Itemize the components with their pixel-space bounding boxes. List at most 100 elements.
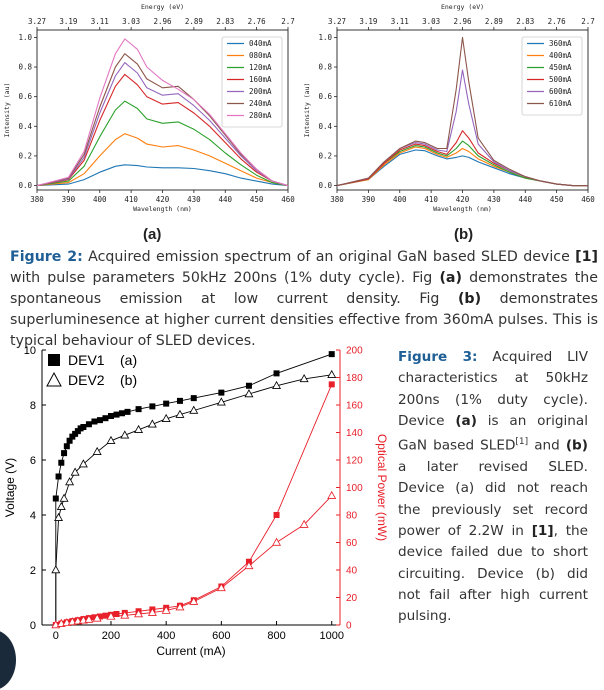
y2-tick-label: 0 [346, 621, 352, 632]
y-tick-label: 4 [30, 510, 36, 522]
x-axis-label: Current (mA) [156, 644, 225, 658]
x-tick-label: 450 [550, 195, 564, 204]
series-line-360mA [336, 149, 588, 187]
energy-axis-label: Energy (eV) [141, 3, 184, 11]
x-tick-label: 0 [53, 630, 59, 642]
marker-square [124, 408, 131, 415]
legend-marker-triangle [46, 371, 62, 387]
device-ref-a: (a) [455, 412, 477, 429]
legend-entry: 120mA [249, 63, 272, 72]
marker-triangle [65, 477, 75, 486]
series-line-080mA [36, 133, 289, 187]
energy-axis-label: Energy (eV) [441, 3, 484, 11]
top-tick-label: 3.11 [91, 17, 109, 26]
panel-label-b: (b) [454, 226, 474, 243]
device-ref-b: (b) [565, 437, 588, 454]
legend-entry: 040mA [249, 39, 272, 48]
spectrum-figure-b: Energy (eV) 3.27 3.19 3.11 3.03 2.96 2.89 2.83 2… [300, 0, 604, 215]
x-tick-label: 430 [187, 195, 201, 204]
legend-entry: 360mA [549, 39, 572, 48]
legend-entry: 080mA [249, 51, 272, 60]
marker-triangle [120, 610, 130, 619]
legend-tag: (b) [120, 372, 137, 388]
caption-text: demonstrates the spontaneous emission at… [10, 270, 598, 307]
x-tick-label: 430 [487, 195, 501, 204]
citation: [1] [575, 249, 599, 265]
series-line-400mA [336, 146, 588, 187]
marker-square [176, 397, 183, 404]
marker-square [66, 437, 73, 444]
x-tick-label: 410 [124, 195, 138, 204]
legend-entry: 200mA [249, 87, 272, 96]
panel-label-a: (a) [143, 226, 162, 243]
y2-tick-label: 60 [346, 538, 358, 549]
x-axis-label: Wavelength (nm) [433, 205, 492, 213]
marker-square [273, 370, 280, 377]
legend-entry: 600mA [549, 87, 572, 96]
y2-tick-label: 40 [346, 566, 358, 577]
marker-square [91, 418, 98, 425]
marker-square [52, 495, 59, 502]
marker-triangle [134, 609, 144, 618]
y-tick-label: 0.0 [18, 181, 32, 190]
top-tick-label: 2.83 [516, 17, 534, 26]
marker-triangle [175, 602, 185, 611]
legend-entry: 450mA [549, 63, 572, 72]
y-tick-label: 10 [24, 345, 36, 357]
marker-triangle [92, 613, 102, 622]
marker-triangle [189, 596, 199, 605]
x-tick-label: 380 [30, 195, 44, 204]
marker-square [119, 410, 126, 417]
x-tick-label: 800 [267, 630, 285, 642]
series-line-200mA [36, 62, 289, 187]
x-tick-label: 460 [281, 195, 295, 204]
marker-square [113, 611, 120, 617]
figure-3-caption: Figure 3: Acquired LIV characteristics a… [398, 347, 588, 627]
y-tick-label: 0 [30, 620, 36, 632]
marker-triangle [161, 413, 171, 422]
legend-box [221, 36, 283, 128]
caption-text: and [528, 437, 566, 454]
marker-triangle [134, 424, 144, 433]
marker-triangle [84, 614, 94, 623]
series-line-DEV2-power [55, 495, 333, 626]
marker-triangle [78, 459, 88, 468]
x-tick-label: 440 [518, 195, 532, 204]
figure-3-label: Figure 3: [398, 349, 478, 365]
y-tick-label: 2 [30, 565, 36, 577]
y-tick-label: 1.0 [18, 33, 32, 42]
marker-square [245, 382, 252, 389]
legend-entry: 240mA [249, 99, 272, 108]
marker-square [135, 406, 142, 413]
spectrum-chart-a: Energy (eV) 3.27 3.19 3.11 3.03 2.96 2.89 2.83 2… [3, 3, 295, 213]
series-line-DEV1-voltage [55, 353, 332, 625]
marker-triangle [59, 493, 69, 502]
y-tick-label: 0.8 [318, 63, 332, 72]
legend-box [521, 36, 583, 116]
top-tick-label: 3.03 [422, 17, 440, 26]
marker-square [163, 400, 170, 407]
marker-triangle [244, 561, 254, 570]
top-tick-label: 2.7 [281, 17, 295, 26]
y-axis-label: Voltage (V) [3, 458, 17, 517]
marker-square [102, 612, 109, 619]
y2-tick-label: 20 [346, 593, 358, 604]
marker-triangle [299, 374, 309, 383]
y-tick-label: 8 [30, 400, 36, 412]
marker-triangle [147, 607, 157, 616]
y2-tick-label: 160 [346, 401, 363, 412]
legend-entry: 280mA [249, 111, 272, 120]
marker-triangle [106, 611, 116, 620]
legend-entry: DEV2 [68, 372, 105, 388]
legend-marker-square [48, 354, 60, 366]
marker-triangle [106, 435, 116, 444]
legend-entry: 400mA [549, 51, 572, 60]
marker-triangle [244, 389, 254, 398]
marker-triangle [120, 430, 130, 439]
y-tick-label: 0.2 [18, 151, 32, 160]
top-tick-label: 2.89 [185, 17, 203, 26]
caption-text: is an original GaN based SLED [398, 412, 588, 454]
marker-square [107, 413, 114, 419]
series-line-450mA [336, 140, 588, 187]
marker-square [96, 417, 103, 424]
